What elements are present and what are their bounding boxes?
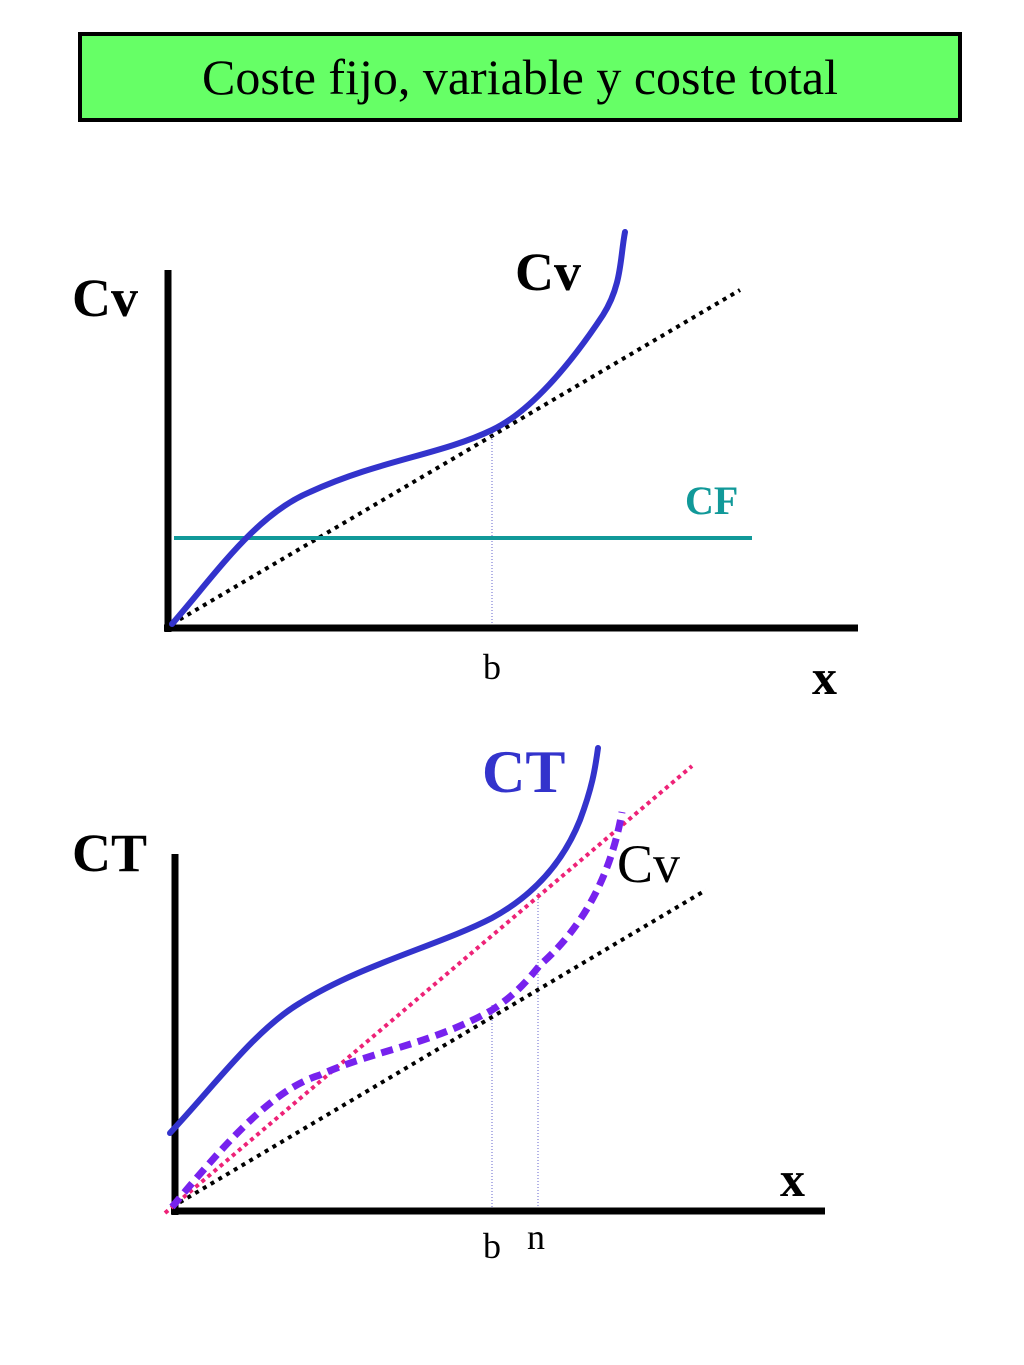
variable-cost-curve — [169, 229, 628, 627]
top-linear-reference-line — [170, 288, 742, 626]
top-diagram: Cv Cv CF x b — [72, 229, 858, 705]
top-b-tick-label: b — [483, 647, 501, 687]
bottom-linear-reference-line — [170, 888, 708, 1209]
top-y-axis-label: Cv — [72, 268, 138, 328]
bottom-y-axis-label: CT — [72, 823, 147, 883]
total-cost-curve — [167, 745, 601, 1136]
fixed-cost-label: CF — [685, 478, 738, 523]
bottom-x-axis-label: x — [780, 1151, 805, 1207]
total-cost-curve-label: CT — [482, 739, 565, 805]
total-cost-tangent-line — [163, 764, 694, 1215]
bottom-diagram: CT CT Cv x b n — [72, 739, 825, 1266]
top-curve-label: Cv — [515, 242, 581, 302]
bottom-variable-curve-label: Cv — [617, 834, 680, 894]
page-title: Coste fijo, variable y coste total — [202, 49, 838, 105]
top-x-axis-label: x — [812, 649, 837, 705]
bottom-n-tick-label: n — [527, 1217, 545, 1257]
bottom-b-tick-label: b — [483, 1226, 501, 1266]
title-box: Coste fijo, variable y coste total — [78, 32, 962, 122]
